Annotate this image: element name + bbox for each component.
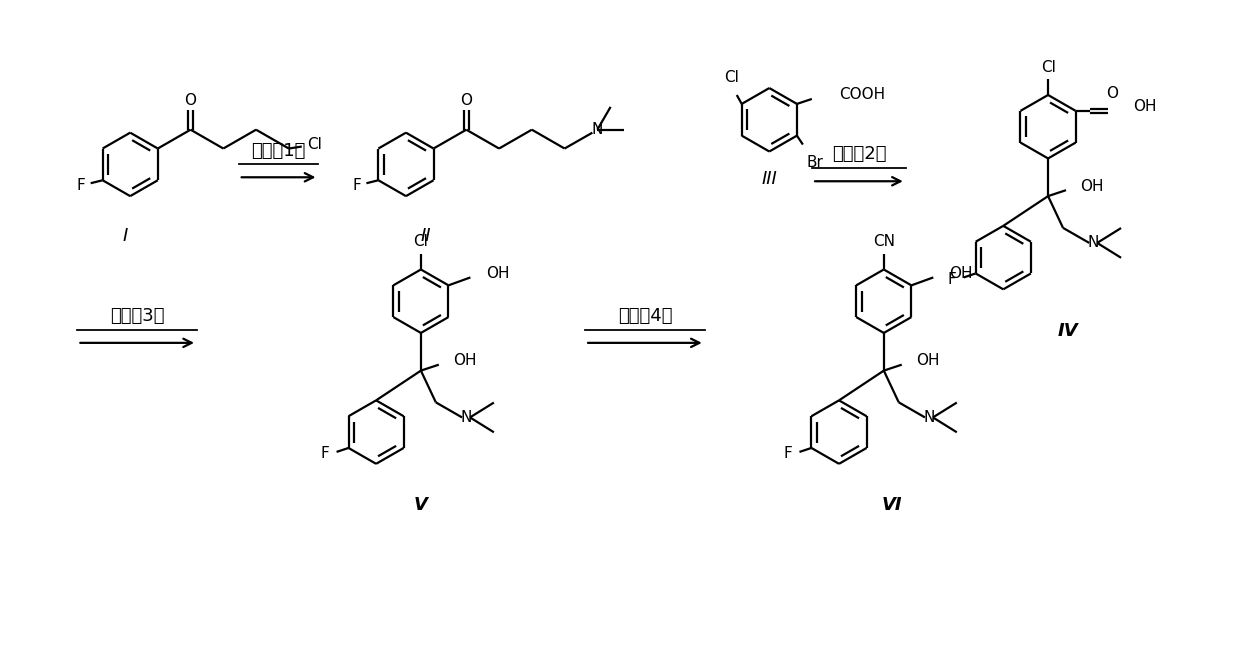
Text: V: V (414, 496, 428, 515)
Text: III: III (761, 170, 777, 188)
Text: OH: OH (915, 353, 939, 368)
Text: Cl: Cl (1040, 59, 1055, 74)
Text: I: I (123, 227, 128, 245)
Text: O: O (460, 93, 472, 108)
Text: VI: VI (882, 496, 901, 515)
Text: IV: IV (1058, 322, 1079, 340)
Text: Cl: Cl (724, 70, 739, 85)
Text: N: N (924, 410, 935, 425)
Text: OH: OH (486, 266, 510, 281)
Text: N: N (460, 410, 471, 425)
Text: OH: OH (1133, 99, 1157, 114)
Text: F: F (352, 178, 361, 193)
Text: 步骤（4）: 步骤（4） (618, 307, 672, 325)
Text: COOH: COOH (838, 88, 885, 103)
Text: 步骤（3）: 步骤（3） (110, 307, 165, 325)
Text: OH: OH (1080, 179, 1104, 194)
Text: F: F (77, 178, 86, 193)
Text: O: O (185, 93, 197, 108)
Text: CN: CN (873, 234, 895, 249)
Text: OH: OH (453, 353, 476, 368)
Text: 步骤（2）: 步骤（2） (832, 146, 887, 163)
Text: N: N (1087, 236, 1099, 250)
Text: OH: OH (950, 266, 972, 281)
Text: F: F (784, 447, 792, 462)
Text: 步骤（1）: 步骤（1） (252, 142, 306, 159)
Text: II: II (420, 227, 432, 245)
Text: Cl: Cl (413, 234, 428, 249)
Text: F: F (947, 272, 956, 287)
Text: Cl: Cl (306, 137, 321, 152)
Text: N: N (591, 122, 603, 137)
Text: Br: Br (806, 155, 823, 170)
Text: F: F (320, 447, 329, 462)
Text: O: O (1106, 86, 1118, 101)
